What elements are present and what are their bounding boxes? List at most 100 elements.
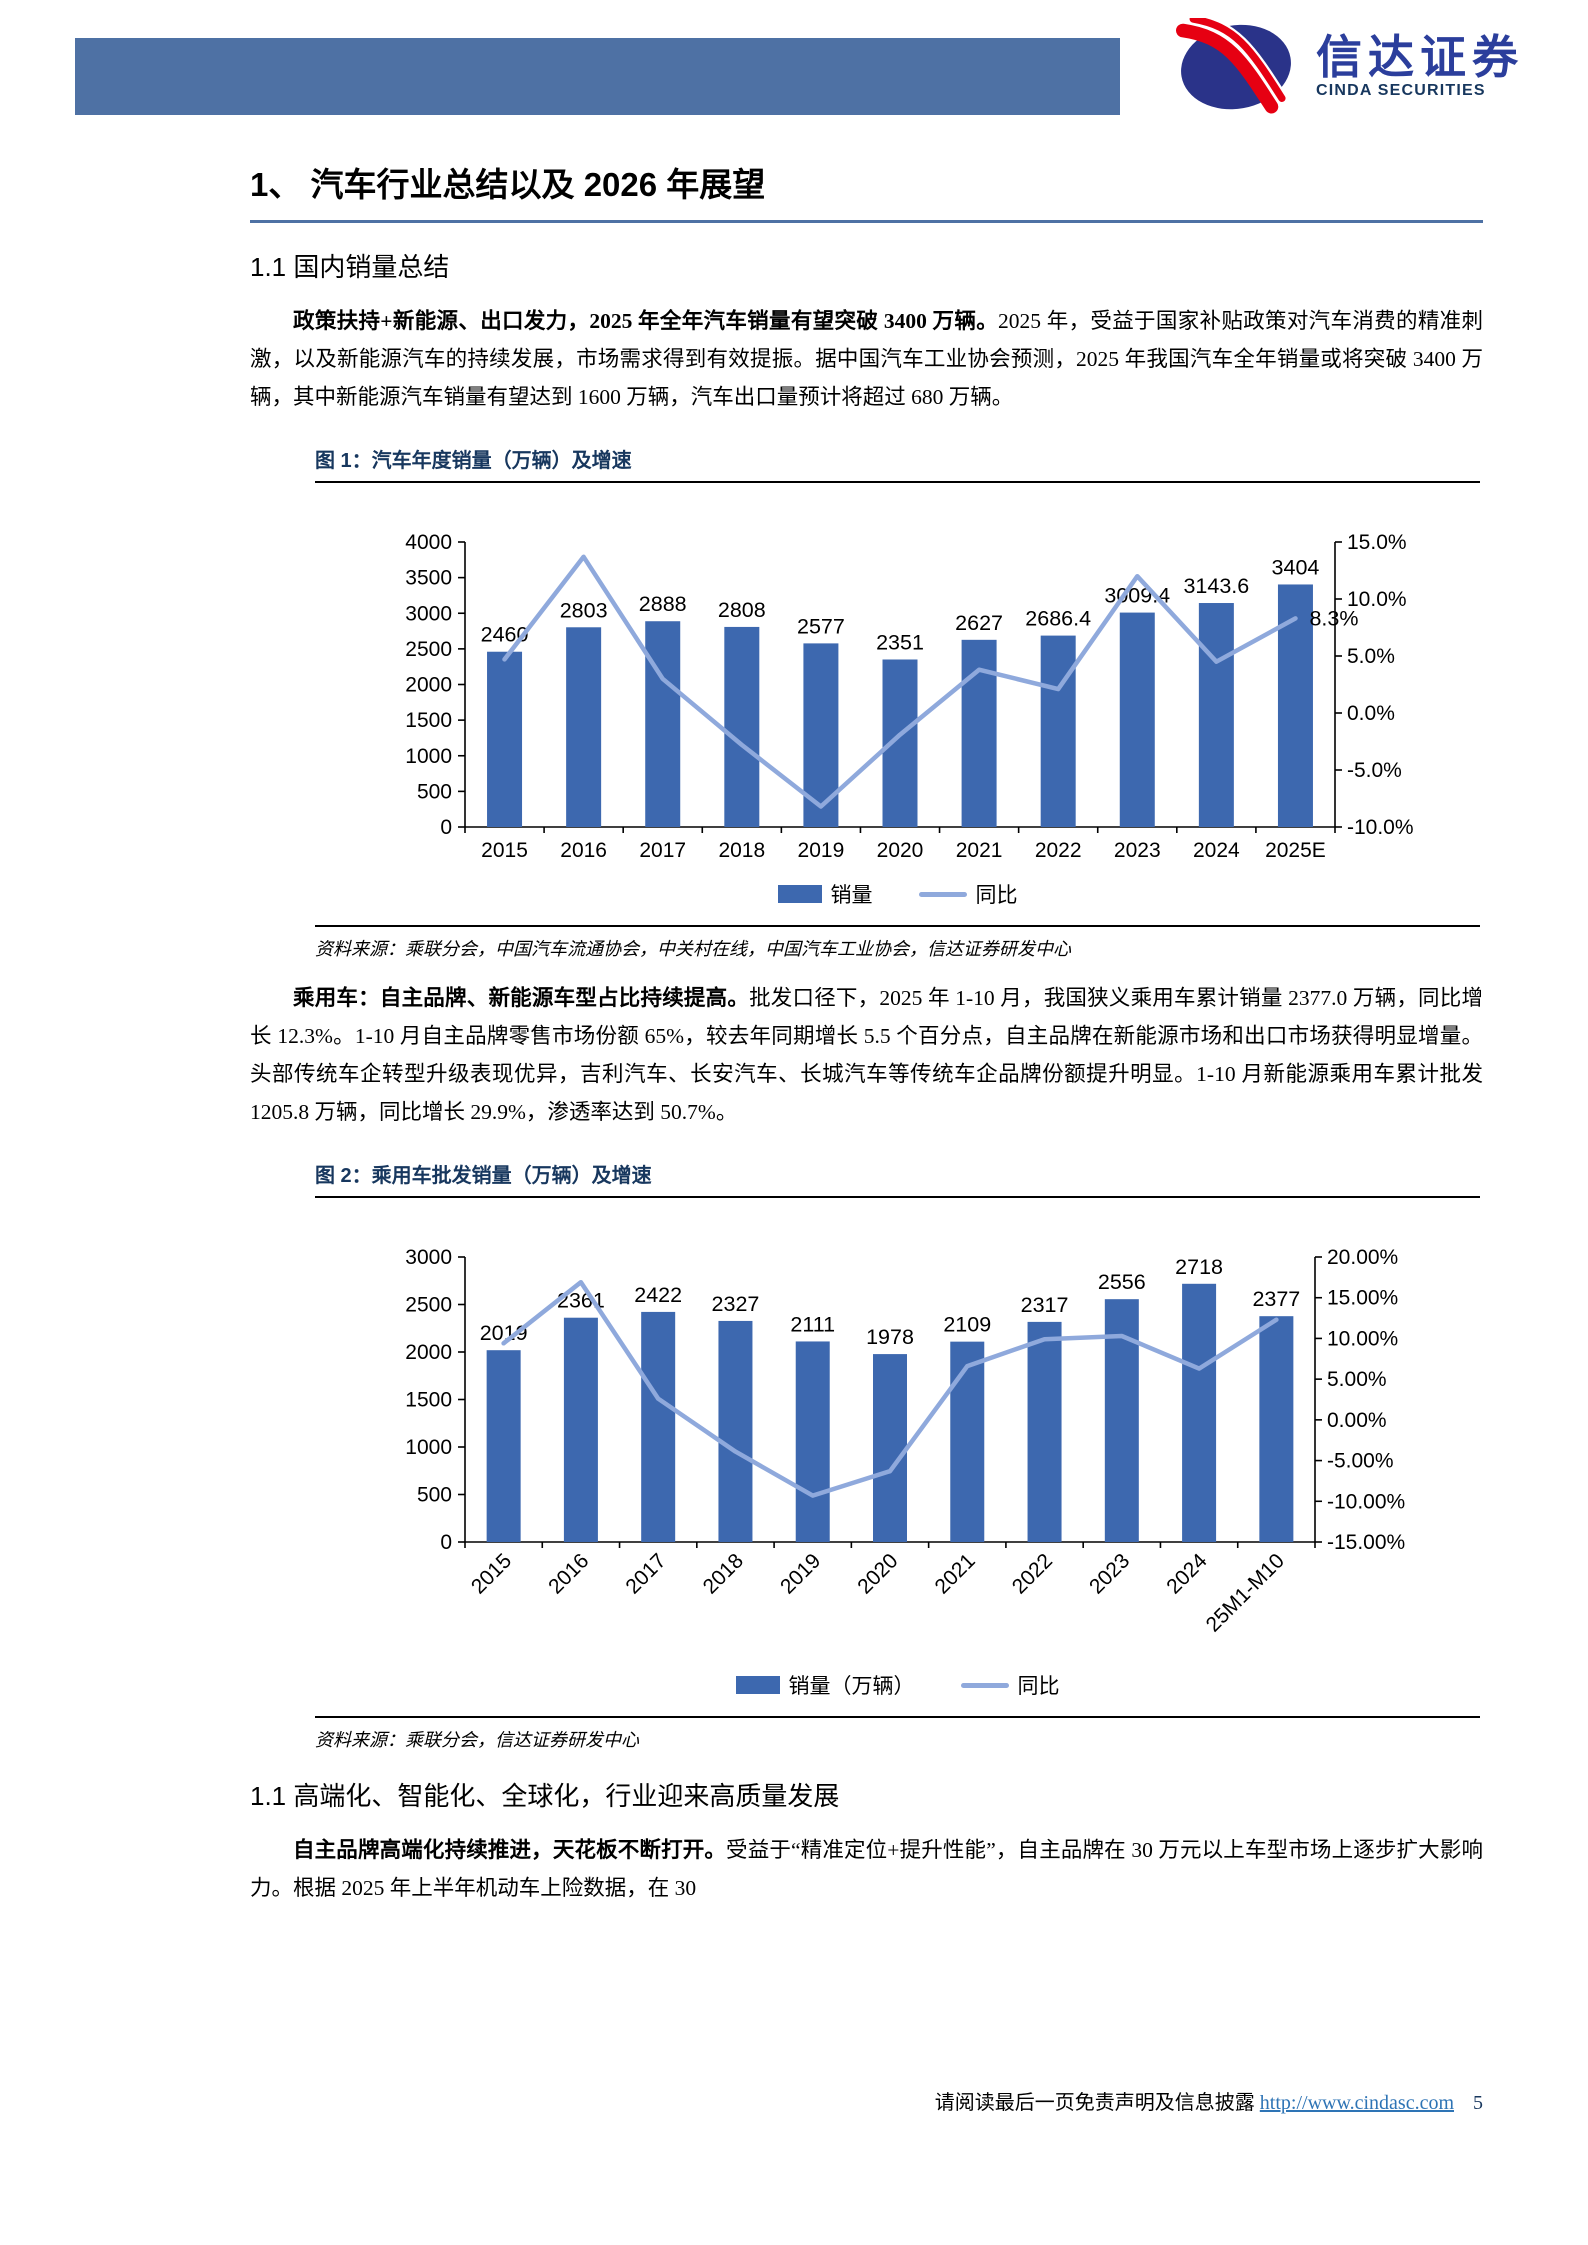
page-title: 1、 汽车行业总结以及 2026 年展望 (250, 158, 1483, 223)
svg-text:2024: 2024 (1193, 839, 1240, 862)
svg-text:2577: 2577 (797, 614, 845, 638)
svg-text:2808: 2808 (718, 598, 766, 622)
svg-text:10.00%: 10.00% (1327, 1327, 1398, 1350)
svg-text:500: 500 (417, 780, 452, 803)
svg-text:2000: 2000 (405, 674, 452, 697)
svg-text:0.0%: 0.0% (1347, 702, 1395, 725)
legend-label-sales: 销量 (830, 884, 873, 907)
svg-text:1500: 1500 (405, 709, 452, 732)
svg-text:0.00%: 0.00% (1327, 1409, 1387, 1432)
svg-text:3000: 3000 (405, 1246, 452, 1269)
annual-auto-sales-chart: 0 500 1000 1500 2000 2500 3000 3500 4000 -10.0% -5… (405, 531, 1414, 862)
figure-1: 图 1：汽车年度销量（万辆）及增速 0 500 1000 1500 2000 2500 30… (315, 444, 1480, 961)
figure-1-legend: 销量 同比 (315, 879, 1480, 909)
figure-1-header: 图 1：汽车年度销量（万辆）及增速 (315, 444, 1480, 483)
svg-text:2019: 2019 (776, 1549, 825, 1598)
cinda-logo-icon (1176, 18, 1291, 114)
svg-text:4000: 4000 (405, 531, 452, 554)
svg-text:1978: 1978 (866, 1325, 914, 1349)
legend-item-sales: 销量 (777, 879, 873, 909)
svg-text:2022: 2022 (1008, 1549, 1057, 1598)
svg-text:2021: 2021 (956, 839, 1003, 862)
figure-2-legend: 销量（万辆） 同比 (315, 1670, 1480, 1700)
figure-2-header: 图 2：乘用车批发销量（万辆）及增速 (315, 1159, 1480, 1198)
cinda-logo: 信达证券 CINDA SECURITIES (1170, 18, 1524, 114)
figure-2: 图 2：乘用车批发销量（万辆）及增速 0 500 1000 1500 2000 2500 3… (315, 1159, 1480, 1752)
svg-text:5.0%: 5.0% (1347, 645, 1395, 668)
svg-text:2021: 2021 (931, 1549, 980, 1598)
bar-swatch-icon (777, 885, 822, 903)
svg-text:2019: 2019 (798, 839, 845, 862)
paragraph-1-lead: 政策扶持+新能源、出口发力，2025 年全年汽车销量有望突破 3400 万辆。 (293, 309, 999, 333)
svg-text:10.0%: 10.0% (1347, 588, 1407, 611)
svg-text:2686.4: 2686.4 (1025, 607, 1091, 631)
logo-chinese-name: 信达证券 (1316, 31, 1524, 83)
svg-text:1000: 1000 (405, 1436, 452, 1459)
svg-text:2377: 2377 (1252, 1287, 1300, 1311)
svg-text:1000: 1000 (405, 745, 452, 768)
svg-text:3009.4: 3009.4 (1104, 584, 1170, 608)
paragraph-3-rest: 受益于“精准定位+提升性能”，自主品牌在 30 万元以上车型市场上逐步扩大影响力… (250, 1838, 1483, 1900)
svg-text:2500: 2500 (405, 638, 452, 661)
company-website-link[interactable]: http://www.cindasc.com (1259, 2092, 1454, 2114)
paragraph-2-lead: 乘用车：自主品牌、新能源车型占比持续提高。 (293, 986, 750, 1010)
svg-text:2317: 2317 (1021, 1293, 1069, 1317)
figure-2-source: 资料来源：乘联分会，信达证券研发中心 (315, 1716, 1480, 1752)
svg-text:2718: 2718 (1175, 1255, 1223, 1279)
svg-text:-15.00%: -15.00% (1327, 1531, 1405, 1554)
svg-text:2888: 2888 (639, 592, 687, 616)
svg-text:2023: 2023 (1085, 1549, 1134, 1598)
svg-text:2460: 2460 (481, 623, 529, 647)
svg-text:2015: 2015 (481, 839, 528, 862)
figure-1-source: 资料来源：乘联分会，中国汽车流通协会，中关村在线，中国汽车工业协会，信达证券研发… (315, 925, 1480, 961)
svg-text:-10.00%: -10.00% (1327, 1490, 1405, 1513)
svg-text:2018: 2018 (718, 839, 765, 862)
svg-text:2422: 2422 (634, 1283, 682, 1307)
svg-text:-10.0%: -10.0% (1347, 816, 1414, 839)
svg-text:2000: 2000 (405, 1341, 452, 1364)
svg-text:2016: 2016 (560, 839, 607, 862)
section-heading-domestic-sales: 1.1 国内销量总结 (250, 252, 450, 282)
figure-1-caption: 图 1：汽车年度销量（万辆）及增速 (315, 450, 632, 472)
svg-text:15.00%: 15.00% (1327, 1287, 1398, 1310)
legend-label-yoy: 同比 (1017, 1675, 1060, 1698)
svg-text:3000: 3000 (405, 602, 452, 625)
svg-text:2017: 2017 (639, 839, 686, 862)
svg-text:-5.0%: -5.0% (1347, 759, 1402, 782)
svg-text:2556: 2556 (1098, 1270, 1146, 1294)
svg-text:2023: 2023 (1114, 839, 1161, 862)
bar-swatch-icon (735, 1676, 780, 1694)
svg-text:2803: 2803 (560, 598, 608, 622)
page-footer: 请阅读最后一页免责声明及信息披露 http://www.cindasc.com … (935, 2086, 1483, 2115)
svg-text:2111: 2111 (790, 1312, 835, 1336)
line-swatch-icon (918, 891, 967, 897)
svg-text:8.3%: 8.3% (1309, 606, 1358, 630)
legend-label-yoy: 同比 (975, 884, 1018, 907)
svg-text:20.00%: 20.00% (1327, 1246, 1398, 1269)
svg-text:2627: 2627 (955, 611, 1003, 635)
svg-text:2020: 2020 (853, 1549, 902, 1598)
report-body: 1、 汽车行业总结以及 2026 年展望 1.1 国内销量总结 政策扶持+新能源… (0, 158, 1588, 1907)
svg-text:-5.00%: -5.00% (1327, 1450, 1394, 1473)
svg-text:3500: 3500 (405, 567, 452, 590)
svg-text:2020: 2020 (877, 839, 924, 862)
svg-text:0: 0 (440, 816, 452, 839)
svg-text:3404: 3404 (1272, 555, 1320, 579)
svg-text:2327: 2327 (712, 1292, 760, 1316)
svg-text:2022: 2022 (1035, 839, 1082, 862)
logo-english-name: CINDA SECURITIES (1316, 82, 1486, 99)
svg-text:2016: 2016 (544, 1549, 593, 1598)
svg-text:3143.6: 3143.6 (1183, 574, 1249, 598)
paragraph-passenger-vehicles: 乘用车：自主品牌、新能源车型占比持续提高。批发口径下，2025 年 1-10 月… (250, 979, 1483, 1131)
header-band (75, 38, 1120, 115)
svg-text:0: 0 (440, 1531, 452, 1554)
paragraph-3-lead: 自主品牌高端化持续推进，天花板不断打开。 (293, 1838, 727, 1862)
figure-2-caption: 图 2：乘用车批发销量（万辆）及增速 (315, 1165, 652, 1187)
paragraph-premium-brands: 自主品牌高端化持续推进，天花板不断打开。受益于“精准定位+提升性能”，自主品牌在… (250, 1831, 1483, 1907)
legend-item-yoy: 同比 (960, 1670, 1060, 1700)
svg-text:500: 500 (417, 1484, 452, 1507)
svg-text:2109: 2109 (943, 1313, 991, 1337)
svg-text:1500: 1500 (405, 1389, 452, 1412)
line-swatch-icon (960, 1682, 1009, 1688)
